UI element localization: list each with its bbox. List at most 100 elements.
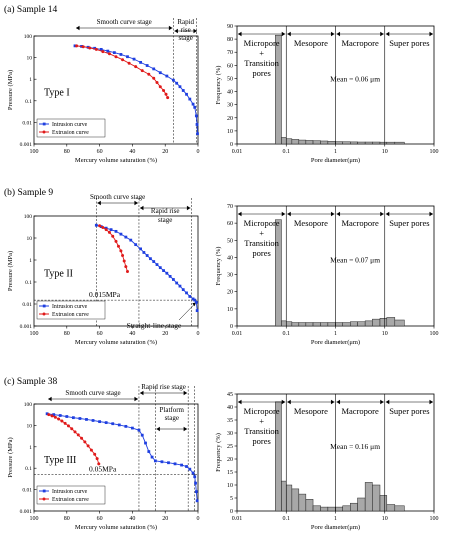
y-tick-label: 0	[230, 142, 233, 148]
type-label: Type III	[44, 455, 76, 466]
type-label: Type I	[44, 87, 70, 98]
y-tick-label: 30	[227, 273, 233, 279]
data-point	[155, 263, 159, 266]
data-point	[164, 92, 168, 96]
stage-label: stage	[165, 414, 179, 422]
y-tick-label: 90	[227, 24, 233, 30]
region-label: Micropore	[244, 218, 280, 228]
histogram-bar	[327, 506, 336, 512]
data-point	[94, 47, 98, 51]
arrow-head	[48, 396, 52, 402]
data-point	[145, 64, 149, 67]
histogram-bar	[281, 480, 287, 512]
data-point	[152, 76, 156, 80]
data-point	[188, 467, 192, 471]
data-point	[175, 281, 179, 285]
histogram-bar	[305, 140, 314, 145]
mean-label: Mean = 0.07 μm	[330, 255, 380, 264]
data-point	[65, 415, 69, 418]
data-point	[117, 423, 121, 427]
y-tick-label: 30	[227, 431, 233, 437]
data-point	[155, 81, 159, 85]
y-tick-label: 0	[230, 509, 233, 515]
data-point	[153, 459, 157, 463]
data-point	[185, 92, 188, 96]
arrow-head	[139, 205, 144, 211]
data-point	[149, 257, 152, 261]
y-tick-label: 25	[227, 444, 233, 450]
arrow-head	[336, 211, 341, 217]
data-point	[165, 271, 169, 275]
data-point	[119, 249, 123, 253]
histogram-bar	[291, 488, 300, 512]
threshold-label: 0.05MPa	[89, 465, 117, 474]
y-tick-label: 15	[227, 470, 233, 476]
x-tick-label: 60	[97, 149, 103, 155]
data-point	[196, 132, 199, 136]
x-tick-label: 60	[97, 331, 103, 337]
arrow-head	[330, 399, 335, 405]
x-tick-label: 20	[162, 516, 168, 522]
data-point	[98, 224, 102, 228]
data-point	[158, 85, 162, 89]
data-point	[71, 416, 75, 420]
region-label: pores	[252, 436, 270, 446]
data-point	[94, 223, 98, 227]
arrow-head	[156, 426, 160, 432]
data-point	[70, 427, 74, 431]
x-tick-label: 100	[430, 516, 439, 522]
region-label: Mesopore	[294, 218, 328, 228]
y-tick-label: 10	[27, 56, 33, 62]
arrow-head	[281, 399, 286, 405]
histogram-bar	[342, 322, 351, 327]
y-tick-label: 100	[24, 34, 33, 40]
data-point	[158, 71, 162, 75]
legend-box	[36, 118, 106, 138]
data-point	[139, 60, 142, 64]
x-tick-label: 100	[430, 331, 439, 337]
region-label: Mesopore	[294, 38, 328, 48]
legend: Intrusion curve Extrusion curve	[36, 485, 106, 505]
data-point	[73, 44, 77, 48]
data-point	[111, 422, 115, 426]
arrow-head	[287, 31, 291, 37]
data-point	[175, 81, 179, 85]
arrow-head	[139, 390, 144, 396]
y-tick-label: 20	[227, 457, 233, 463]
stage-label: Rapid	[177, 18, 194, 26]
data-point	[109, 228, 113, 232]
data-point	[129, 238, 133, 242]
y-tick-label: 0.1	[25, 280, 32, 286]
data-point	[47, 413, 51, 417]
data-point	[106, 49, 110, 53]
histogram-panel-2: 0.01 0.1 1 10 100 0 10 20 30 40 50 60 70 Pore diamete…	[215, 204, 439, 346]
y-tick-label: 10	[227, 483, 233, 489]
y-tick-label: 0	[230, 324, 233, 330]
data-point	[191, 102, 195, 106]
arrow-head	[380, 211, 384, 217]
y-tick-label: 30	[227, 103, 233, 109]
histogram-bar	[379, 141, 388, 145]
data-point	[125, 270, 129, 274]
legend-marker	[42, 312, 46, 316]
histogram-bar	[372, 318, 381, 327]
histogram-bar	[342, 141, 351, 145]
data-point	[86, 444, 90, 448]
histogram-bar	[286, 138, 293, 145]
extrusion-series	[98, 224, 129, 274]
data-point	[104, 421, 108, 425]
histogram-bar	[364, 482, 373, 512]
data-point	[147, 450, 151, 453]
histogram-bar	[281, 320, 287, 327]
region-label: Super pores	[389, 406, 429, 416]
data-point	[142, 251, 146, 254]
stage-label: Smooth curve stage	[97, 18, 152, 26]
micp-panel-2: (b) Sample 9 100 80 60 40 20 0 0.001 0.01 0.1 1 10 1…	[4, 187, 200, 346]
data-point	[99, 47, 103, 51]
panel-label: (c) Sample 38	[4, 376, 58, 387]
y-tick-label: 35	[227, 418, 233, 424]
legend-marker	[42, 489, 46, 493]
x-tick-label: 10	[382, 149, 388, 155]
data-point	[45, 412, 49, 416]
data-point	[195, 499, 199, 503]
